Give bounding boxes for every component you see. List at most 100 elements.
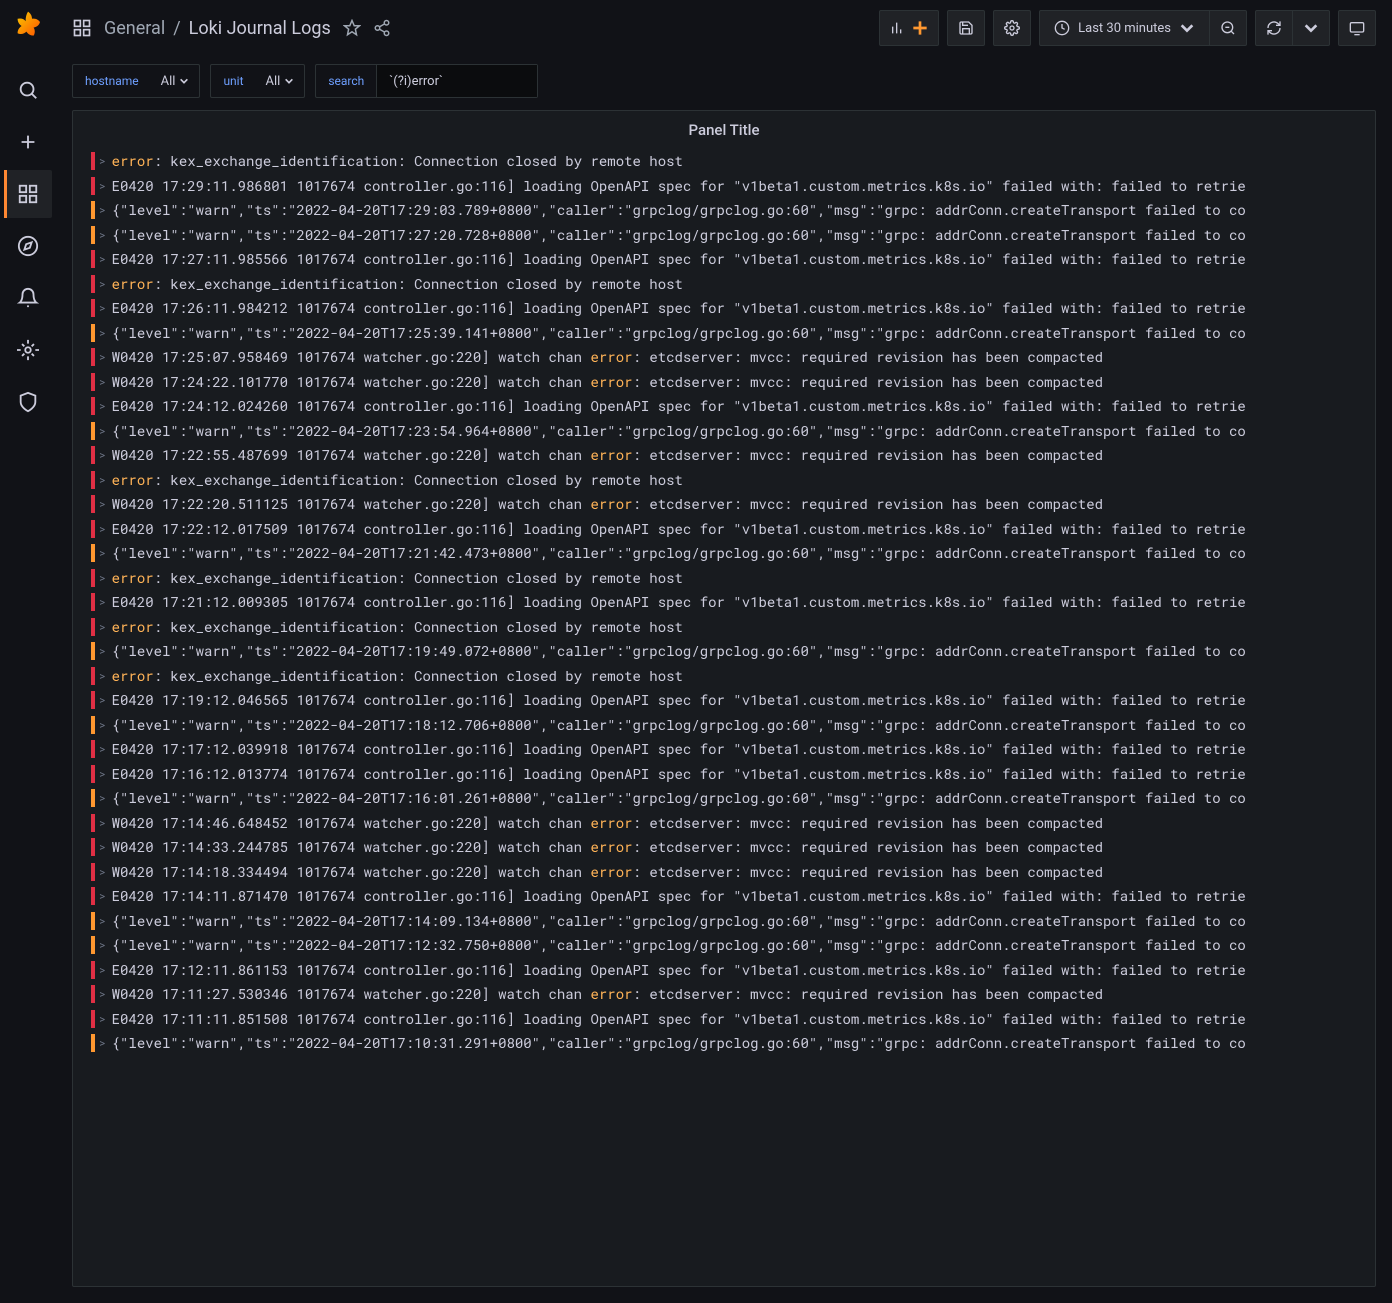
log-row[interactable]: >{"level":"warn","ts":"2022-04-20T17:23:… bbox=[91, 419, 1365, 444]
log-row[interactable]: >E0420 17:29:11.986801 1017674 controlle… bbox=[91, 174, 1365, 199]
expand-chevron-icon[interactable]: > bbox=[99, 517, 106, 542]
expand-chevron-icon[interactable]: > bbox=[99, 443, 106, 468]
expand-chevron-icon[interactable]: > bbox=[99, 223, 106, 248]
log-row[interactable]: >W0420 17:14:46.648452 1017674 watcher.g… bbox=[91, 811, 1365, 836]
log-row[interactable]: >W0420 17:25:07.958469 1017674 watcher.g… bbox=[91, 345, 1365, 370]
log-row[interactable]: >E0420 17:27:11.985566 1017674 controlle… bbox=[91, 247, 1365, 272]
expand-chevron-icon[interactable]: > bbox=[99, 786, 106, 811]
log-row[interactable]: >E0420 17:11:11.851508 1017674 controlle… bbox=[91, 1007, 1365, 1032]
grafana-logo[interactable] bbox=[12, 10, 44, 42]
panel-title[interactable]: Panel Title bbox=[73, 111, 1375, 149]
nav-search-icon[interactable] bbox=[4, 66, 52, 114]
expand-chevron-icon[interactable]: > bbox=[99, 492, 106, 517]
expand-chevron-icon[interactable]: > bbox=[99, 639, 106, 664]
expand-chevron-icon[interactable]: > bbox=[99, 345, 106, 370]
expand-chevron-icon[interactable]: > bbox=[99, 1007, 106, 1032]
expand-chevron-icon[interactable]: > bbox=[99, 468, 106, 493]
log-row[interactable]: >{"level":"warn","ts":"2022-04-20T17:14:… bbox=[91, 909, 1365, 934]
log-row[interactable]: >E0420 17:12:11.861153 1017674 controlle… bbox=[91, 958, 1365, 983]
log-row[interactable]: >W0420 17:14:33.244785 1017674 watcher.g… bbox=[91, 835, 1365, 860]
log-row[interactable]: >E0420 17:24:12.024260 1017674 controlle… bbox=[91, 394, 1365, 419]
log-row[interactable]: >W0420 17:22:20.511125 1017674 watcher.g… bbox=[91, 492, 1365, 517]
breadcrumb-folder[interactable]: General bbox=[104, 18, 165, 39]
expand-chevron-icon[interactable]: > bbox=[99, 884, 106, 909]
var-unit[interactable]: unit All bbox=[210, 64, 305, 98]
expand-chevron-icon[interactable]: > bbox=[99, 370, 106, 395]
expand-chevron-icon[interactable]: > bbox=[99, 762, 106, 787]
var-search-input[interactable] bbox=[377, 65, 537, 97]
log-row[interactable]: >W0420 17:11:27.530346 1017674 watcher.g… bbox=[91, 982, 1365, 1007]
share-icon[interactable] bbox=[373, 19, 391, 37]
expand-chevron-icon[interactable]: > bbox=[99, 394, 106, 419]
log-row[interactable]: >W0420 17:22:55.487699 1017674 watcher.g… bbox=[91, 443, 1365, 468]
expand-chevron-icon[interactable]: > bbox=[99, 272, 106, 297]
log-row[interactable]: >W0420 17:24:22.101770 1017674 watcher.g… bbox=[91, 370, 1365, 395]
expand-chevron-icon[interactable]: > bbox=[99, 933, 106, 958]
expand-chevron-icon[interactable]: > bbox=[99, 566, 106, 591]
log-row[interactable]: >{"level":"warn","ts":"2022-04-20T17:18:… bbox=[91, 713, 1365, 738]
log-row[interactable]: >error: kex_exchange_identification: Con… bbox=[91, 272, 1365, 297]
expand-chevron-icon[interactable]: > bbox=[99, 835, 106, 860]
log-row[interactable]: >{"level":"warn","ts":"2022-04-20T17:21:… bbox=[91, 541, 1365, 566]
nav-explore-icon[interactable] bbox=[4, 222, 52, 270]
expand-chevron-icon[interactable]: > bbox=[99, 174, 106, 199]
timepicker-button[interactable]: Last 30 minutes bbox=[1039, 10, 1210, 46]
expand-chevron-icon[interactable]: > bbox=[99, 419, 106, 444]
expand-chevron-icon[interactable]: > bbox=[99, 615, 106, 640]
refresh-interval-button[interactable] bbox=[1293, 10, 1330, 46]
expand-chevron-icon[interactable]: > bbox=[99, 909, 106, 934]
expand-chevron-icon[interactable]: > bbox=[99, 198, 106, 223]
add-panel-button[interactable] bbox=[879, 10, 939, 46]
log-row[interactable]: >E0420 17:17:12.039918 1017674 controlle… bbox=[91, 737, 1365, 762]
expand-chevron-icon[interactable]: > bbox=[99, 1031, 106, 1056]
expand-chevron-icon[interactable]: > bbox=[99, 860, 106, 885]
log-text: E0420 17:21:12.009305 1017674 controller… bbox=[112, 590, 1246, 615]
log-text: E0420 17:29:11.986801 1017674 controller… bbox=[112, 174, 1246, 199]
log-row[interactable]: >{"level":"warn","ts":"2022-04-20T17:29:… bbox=[91, 198, 1365, 223]
log-row[interactable]: >{"level":"warn","ts":"2022-04-20T17:12:… bbox=[91, 933, 1365, 958]
expand-chevron-icon[interactable]: > bbox=[99, 664, 106, 689]
log-row[interactable]: >{"level":"warn","ts":"2022-04-20T17:25:… bbox=[91, 321, 1365, 346]
zoom-out-button[interactable] bbox=[1210, 10, 1247, 46]
settings-button[interactable] bbox=[993, 10, 1031, 46]
log-row[interactable]: >error: kex_exchange_identification: Con… bbox=[91, 468, 1365, 493]
log-row[interactable]: >E0420 17:19:12.046565 1017674 controlle… bbox=[91, 688, 1365, 713]
log-row[interactable]: >{"level":"warn","ts":"2022-04-20T17:16:… bbox=[91, 786, 1365, 811]
log-row[interactable]: >E0420 17:26:11.984212 1017674 controlle… bbox=[91, 296, 1365, 321]
var-hostname[interactable]: hostname All bbox=[72, 64, 200, 98]
expand-chevron-icon[interactable]: > bbox=[99, 688, 106, 713]
log-row[interactable]: >error: kex_exchange_identification: Con… bbox=[91, 664, 1365, 689]
save-button[interactable] bbox=[947, 10, 985, 46]
expand-chevron-icon[interactable]: > bbox=[99, 811, 106, 836]
expand-chevron-icon[interactable]: > bbox=[99, 149, 106, 174]
tv-mode-button[interactable] bbox=[1338, 10, 1376, 46]
log-row[interactable]: >E0420 17:14:11.871470 1017674 controlle… bbox=[91, 884, 1365, 909]
nav-plus-icon[interactable] bbox=[4, 118, 52, 166]
expand-chevron-icon[interactable]: > bbox=[99, 541, 106, 566]
expand-chevron-icon[interactable]: > bbox=[99, 247, 106, 272]
nav-dashboards-icon[interactable] bbox=[4, 170, 52, 218]
log-row[interactable]: >{"level":"warn","ts":"2022-04-20T17:27:… bbox=[91, 223, 1365, 248]
expand-chevron-icon[interactable]: > bbox=[99, 958, 106, 983]
log-row[interactable]: >error: kex_exchange_identification: Con… bbox=[91, 615, 1365, 640]
log-row[interactable]: >E0420 17:16:12.013774 1017674 controlle… bbox=[91, 762, 1365, 787]
topbar: General / Loki Journal Logs Last 30 minu… bbox=[56, 0, 1392, 56]
expand-chevron-icon[interactable]: > bbox=[99, 713, 106, 738]
expand-chevron-icon[interactable]: > bbox=[99, 590, 106, 615]
nav-admin-icon[interactable] bbox=[4, 378, 52, 426]
expand-chevron-icon[interactable]: > bbox=[99, 982, 106, 1007]
log-row[interactable]: >E0420 17:22:12.017509 1017674 controlle… bbox=[91, 517, 1365, 542]
nav-alerting-icon[interactable] bbox=[4, 274, 52, 322]
refresh-button[interactable] bbox=[1255, 10, 1293, 46]
nav-config-icon[interactable] bbox=[4, 326, 52, 374]
expand-chevron-icon[interactable]: > bbox=[99, 296, 106, 321]
log-row[interactable]: >error: kex_exchange_identification: Con… bbox=[91, 149, 1365, 174]
log-row[interactable]: >W0420 17:14:18.334494 1017674 watcher.g… bbox=[91, 860, 1365, 885]
expand-chevron-icon[interactable]: > bbox=[99, 321, 106, 346]
expand-chevron-icon[interactable]: > bbox=[99, 737, 106, 762]
log-row[interactable]: >error: kex_exchange_identification: Con… bbox=[91, 566, 1365, 591]
log-row[interactable]: >{"level":"warn","ts":"2022-04-20T17:10:… bbox=[91, 1031, 1365, 1056]
log-row[interactable]: >E0420 17:21:12.009305 1017674 controlle… bbox=[91, 590, 1365, 615]
star-icon[interactable] bbox=[343, 19, 361, 37]
log-row[interactable]: >{"level":"warn","ts":"2022-04-20T17:19:… bbox=[91, 639, 1365, 664]
